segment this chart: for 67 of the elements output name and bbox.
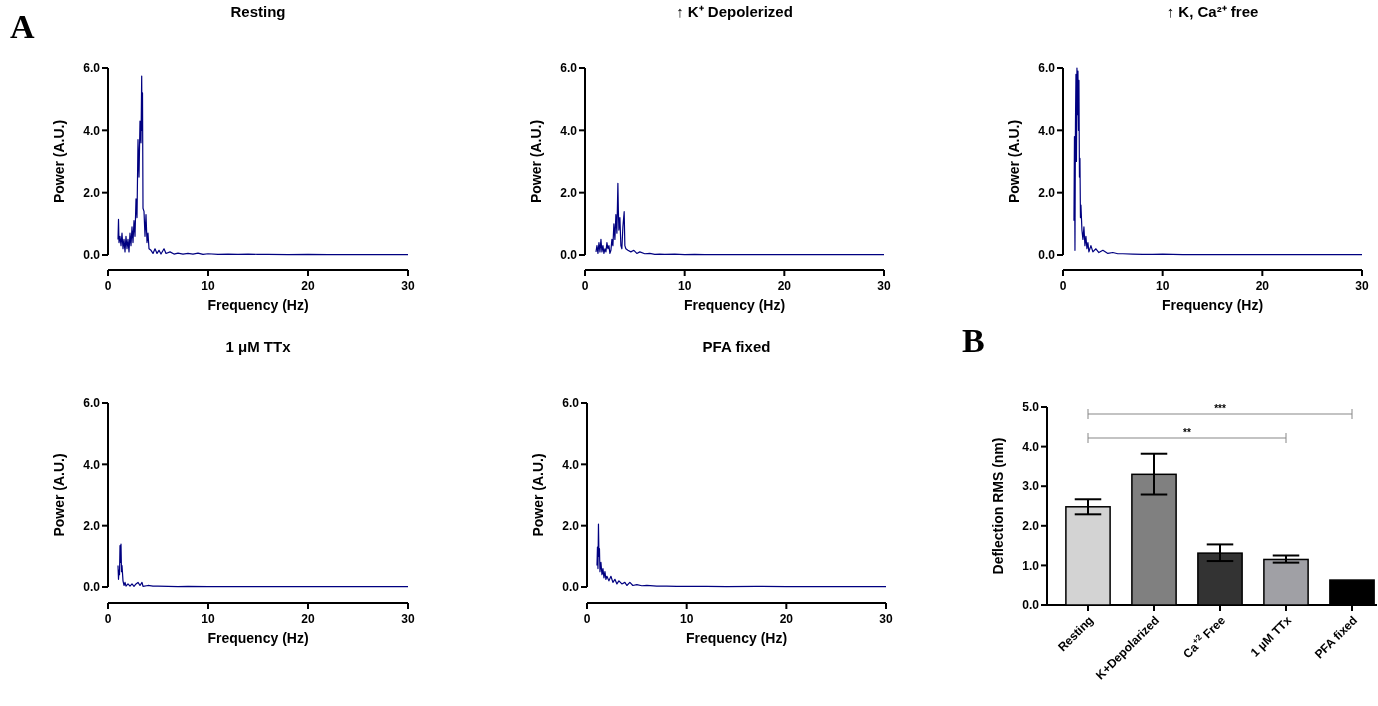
x-tick-label: 20 <box>779 612 794 626</box>
x-tick-label: 20 <box>1255 279 1270 293</box>
text: B <box>962 322 985 359</box>
x-tick-label: 0 <box>583 612 591 626</box>
x-tick-label: 0 <box>581 279 589 293</box>
annotation: ** <box>1183 427 1191 438</box>
y-tick-label: 4.0 <box>83 123 101 138</box>
y-tick-label: 4.0 <box>562 457 580 472</box>
y-tick-label: 4.0 <box>1038 123 1056 138</box>
y-tick-label: 6.0 <box>560 61 578 76</box>
x-tick-label: 0 <box>1059 279 1067 293</box>
y-tick-label: 6.0 <box>83 61 101 76</box>
y-tick-label: 0.0 <box>560 248 578 263</box>
y-tick-label: 0.0 <box>83 580 101 595</box>
y-tick-label: 1.0 <box>1022 558 1040 573</box>
x-tick-label: 30 <box>877 279 891 293</box>
chart-title: ↑ K, Ca²⁺ free <box>1166 3 1259 20</box>
x-axis-title: Frequency (Hz) <box>207 630 309 646</box>
x-tick-label: 20 <box>777 279 792 293</box>
x-axis-title: Frequency (Hz) <box>207 297 309 313</box>
text: A <box>10 8 35 45</box>
chart-title: ↑ K⁺ Depolerized <box>676 3 793 20</box>
y-tick-label: 0.0 <box>1038 248 1056 263</box>
y-tick-label: 6.0 <box>562 396 580 411</box>
y-axis-title: Power (A.U.) <box>1006 119 1022 204</box>
y-tick-label: 4.0 <box>83 457 101 472</box>
y-tick-label: 2.0 <box>560 185 578 200</box>
y-tick-label: 2.0 <box>1022 519 1040 533</box>
chart-title: PFA fixed <box>702 338 771 355</box>
x-tick-label: 0 <box>104 612 112 626</box>
x-tick-label: 10 <box>677 279 692 293</box>
x-tick-label: 0 <box>104 279 112 293</box>
y-tick-label: 2.0 <box>83 185 101 200</box>
x-tick-label: 10 <box>201 612 215 626</box>
x-tick-label: 20 <box>301 279 315 293</box>
x-tick-label: 10 <box>201 279 215 293</box>
x-tick-label: 30 <box>401 279 415 293</box>
y-tick-label: 0.0 <box>83 248 101 263</box>
annotation: *** <box>1214 403 1226 414</box>
y-tick-label: 0.0 <box>1022 598 1040 613</box>
y-tick-label: 4.0 <box>1022 439 1040 454</box>
y-tick-label: 0.0 <box>562 580 580 595</box>
y-tick-label: 5.0 <box>1022 400 1040 415</box>
y-tick-label: 2.0 <box>83 518 101 533</box>
y-tick-label: 6.0 <box>83 396 101 411</box>
y-tick-label: 3.0 <box>1022 479 1040 494</box>
y-axis-title: Deflection RMS (nm) <box>990 437 1006 575</box>
y-axis-title: Power (A.U.) <box>528 119 544 204</box>
x-axis-title: Frequency (Hz) <box>1161 297 1264 313</box>
x-axis-title: Frequency (Hz) <box>685 630 788 646</box>
y-axis-title: Power (A.U.) <box>51 119 67 204</box>
y-tick-label: 4.0 <box>560 123 578 138</box>
x-tick-label: 1 µM TTx <box>1247 613 1295 660</box>
x-tick-label: 10 <box>679 612 694 626</box>
chart-title: Resting <box>230 3 286 20</box>
chart-title: 1 μM TTx <box>225 338 292 355</box>
x-tick-label: 30 <box>1355 279 1369 293</box>
x-tick-label: 20 <box>301 612 315 626</box>
y-tick-label: 2.0 <box>562 518 580 533</box>
y-axis-title: Power (A.U.) <box>51 453 67 537</box>
x-axis-title: Frequency (Hz) <box>683 297 786 313</box>
x-tick-label: 30 <box>879 612 893 626</box>
x-tick-label: 30 <box>401 612 415 626</box>
y-tick-label: 2.0 <box>1038 185 1056 200</box>
y-tick-label: 6.0 <box>1038 61 1056 76</box>
x-tick-label: 10 <box>1155 279 1170 293</box>
y-axis-title: Power (A.U.) <box>530 453 546 537</box>
